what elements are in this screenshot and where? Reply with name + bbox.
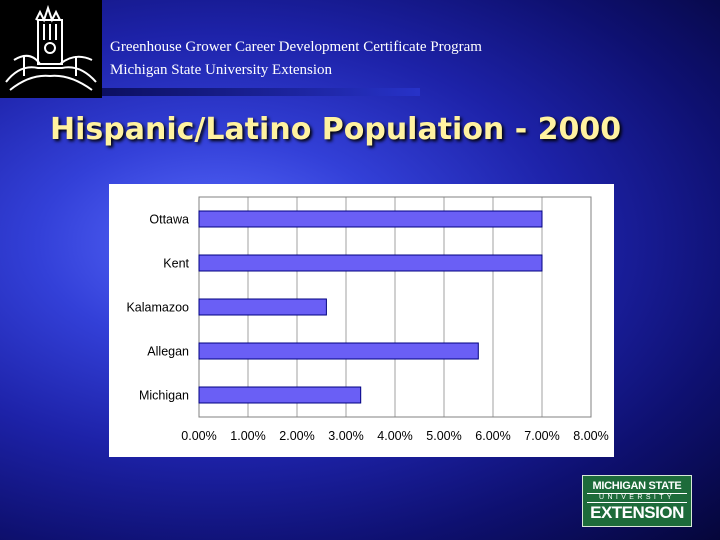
y-category-label: Allegan xyxy=(147,345,189,359)
logo-rule-bottom xyxy=(587,502,687,503)
organization-name: Michigan State University Extension xyxy=(110,62,333,78)
x-tick-label: 2.00% xyxy=(279,429,314,443)
logo-rule-top xyxy=(587,493,687,494)
program-title: Greenhouse Grower Career Development Cer… xyxy=(110,39,482,55)
y-category-label: Kent xyxy=(163,257,189,271)
program-header: Greenhouse Grower Career Development Cer… xyxy=(110,36,482,82)
tower-icon xyxy=(5,4,97,91)
header-underline xyxy=(102,88,420,96)
bar-ottawa xyxy=(198,210,543,228)
x-tick-label: 8.00% xyxy=(573,429,608,443)
x-tick-label: 6.00% xyxy=(475,429,510,443)
bar-kent xyxy=(198,254,543,272)
x-tick-label: 0.00% xyxy=(181,429,216,443)
y-category-label: Michigan xyxy=(139,389,189,403)
msu-beaumont-tower-logo xyxy=(0,0,102,98)
bar-allegan xyxy=(198,342,479,360)
y-category-label: Ottawa xyxy=(149,213,189,227)
x-tick-label: 3.00% xyxy=(328,429,363,443)
x-tick-label: 7.00% xyxy=(524,429,559,443)
x-tick-label: 1.00% xyxy=(230,429,265,443)
logo-line-3: EXTENSION xyxy=(590,503,684,522)
chart-panel: 0.00% 1.00% 2.00% 3.00% 4.00% 5.00% 6.00% 7.00%… xyxy=(109,184,614,457)
slide-title: Hispanic/Latino Population - 2000 xyxy=(50,112,622,147)
population-bar-chart: 0.00% 1.00% 2.00% 3.00% 4.00% 5.00% 6.00% 7.00%… xyxy=(126,196,609,443)
bar-kalamazoo xyxy=(198,298,327,316)
y-category-label: Kalamazoo xyxy=(126,301,189,315)
x-tick-label: 4.00% xyxy=(377,429,412,443)
logo-line-1: MICHIGAN STATE xyxy=(592,480,682,492)
logo-line-2: UNIVERSITY xyxy=(598,494,675,501)
x-tick-label: 5.00% xyxy=(426,429,461,443)
bar-michigan xyxy=(198,386,362,404)
msu-extension-logo: MICHIGAN STATE UNIVERSITY EXTENSION xyxy=(582,475,692,527)
